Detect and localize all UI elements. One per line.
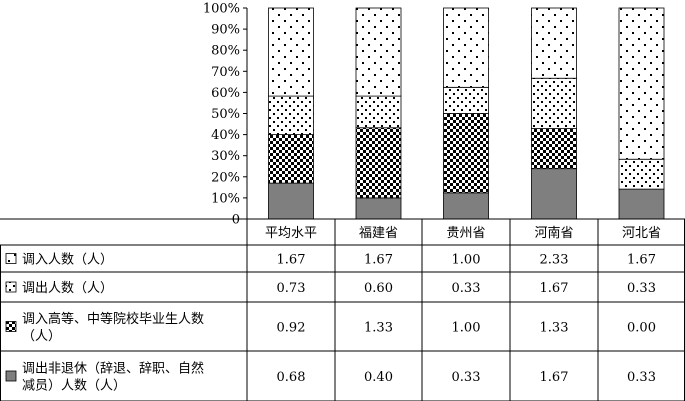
bars — [268, 7, 665, 220]
legend-label: 调出人数（人） — [22, 281, 113, 296]
legend-label: 调入高等、中等院校毕业生人数 — [22, 311, 204, 327]
table-cell-value: 1.67 — [540, 370, 569, 385]
table-cell-value: 0.60 — [364, 281, 393, 296]
category-label: 福建省 — [359, 226, 398, 241]
y-tick-label: 80% — [211, 44, 240, 59]
bar-segment — [268, 95, 314, 135]
table-cell-value: 1.00 — [452, 321, 481, 336]
category-label: 平均水平 — [265, 226, 317, 241]
table-cell-value: 0.68 — [277, 370, 306, 385]
legend-label: （人） — [22, 329, 61, 344]
category-label: 河南省 — [534, 225, 573, 241]
table-cell-value: 1.67 — [627, 253, 656, 268]
table-cell-value: 1.67 — [540, 281, 569, 296]
bar-segment — [443, 113, 489, 194]
table-cell-value: 0.33 — [627, 281, 656, 296]
table-cell-value: 1.33 — [364, 321, 393, 336]
table-cell-value: 0.00 — [627, 321, 656, 336]
category-label: 贵州省 — [446, 226, 485, 241]
bar-segment — [531, 77, 577, 129]
bar-segment — [268, 182, 314, 220]
table-cell-value: 0.33 — [452, 281, 481, 296]
bar-segment — [618, 7, 665, 160]
bar-segment — [268, 134, 314, 184]
legend-key — [5, 253, 17, 264]
table-cell-value: 1.00 — [452, 253, 481, 268]
bar-segment — [355, 127, 402, 199]
legend-label: 调出非退休（辞退、辞职、自然 — [22, 361, 204, 377]
table-cell-value: 0.92 — [277, 321, 306, 336]
table-cell-value: 1.67 — [277, 253, 306, 268]
bar-segment — [443, 7, 489, 88]
category-label: 河北省 — [622, 226, 661, 241]
bar-segment — [618, 188, 665, 220]
table-cell-value: 0.73 — [277, 281, 306, 296]
y-tick-label: 0 — [232, 213, 240, 228]
y-tick-label: 60% — [211, 86, 240, 101]
legend-key — [5, 370, 17, 382]
legend-key — [5, 321, 17, 332]
bar-segment — [355, 95, 402, 129]
table-cell-value: 1.33 — [540, 321, 569, 336]
table-cell-value: 0.33 — [627, 370, 656, 385]
legend-label: 调入人数（人） — [22, 253, 113, 268]
bar-segment — [268, 7, 314, 97]
bar-segment — [618, 158, 665, 190]
bar-segment — [443, 192, 489, 220]
bar-segment — [531, 128, 577, 170]
bar-segment — [355, 197, 402, 220]
bar-segment — [531, 7, 577, 79]
bar-segment — [531, 168, 577, 220]
legend-label: 减员）人数（人） — [22, 379, 126, 394]
table-cell-value: 2.33 — [540, 253, 569, 268]
y-axis: 0 10% 20% 30% 40% 50% 60% 70% 80% 90% 100% — [203, 2, 248, 228]
bar-segment — [443, 86, 489, 114]
table-cell-value: 1.67 — [364, 253, 393, 268]
y-tick-label: 20% — [211, 170, 240, 185]
y-tick-label: 10% — [211, 191, 240, 206]
bar-segment — [355, 7, 402, 97]
y-tick-label: 50% — [211, 107, 240, 122]
y-tick-label: 90% — [211, 23, 240, 38]
y-tick-label: 70% — [211, 65, 240, 80]
table-cell-value: 0.40 — [364, 370, 393, 385]
y-tick-label: 40% — [211, 128, 240, 143]
y-tick-label: 30% — [211, 149, 240, 164]
legend-key — [5, 281, 17, 293]
y-tick-label: 100% — [203, 2, 240, 17]
table-cell-value: 0.33 — [452, 370, 481, 385]
